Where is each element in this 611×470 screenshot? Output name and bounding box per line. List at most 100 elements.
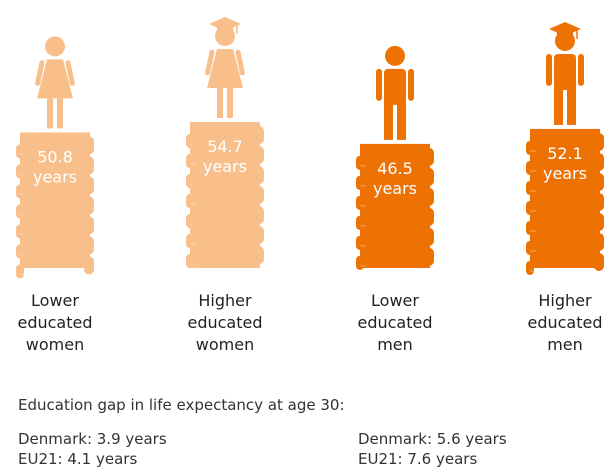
figure-leg	[397, 101, 406, 140]
value-label: 46.5	[377, 159, 413, 178]
coin-edge	[526, 240, 534, 255]
coin-edge	[356, 235, 364, 250]
figure-leg	[227, 88, 233, 118]
coin-edge	[356, 175, 364, 190]
coin-edge	[16, 244, 24, 259]
value-unit: years	[33, 167, 77, 186]
coin-edge	[424, 167, 434, 186]
coin-edge	[186, 214, 194, 228]
coin-edge	[526, 180, 534, 195]
coin-edge	[84, 136, 94, 155]
coin-edge	[254, 166, 264, 184]
coin-edge	[424, 147, 434, 166]
value-label: 54.7	[207, 137, 243, 156]
coin-edge	[16, 144, 24, 159]
coin-edge	[424, 247, 434, 266]
coin-edge	[84, 156, 94, 175]
value-label: 50.8	[37, 147, 73, 166]
footer-item: Denmark: 5.6 years	[358, 430, 507, 448]
coin-edge	[84, 196, 94, 215]
coin-edge	[84, 236, 94, 255]
bar	[530, 128, 600, 268]
footer-item: Denmark: 3.9 years	[18, 430, 167, 448]
bar	[190, 122, 260, 268]
footer-title: Education gap in life expectancy at age …	[18, 396, 345, 414]
grad-cap-base	[557, 30, 573, 37]
coin-edge	[254, 146, 264, 164]
coin-edge	[16, 224, 24, 239]
value-unit: years	[203, 157, 247, 176]
figure-leg	[57, 98, 63, 129]
value-label: 52.1	[547, 144, 583, 163]
coin-edge	[254, 126, 264, 144]
figure-arm	[546, 53, 552, 86]
coin-edge	[186, 134, 194, 148]
coin-edge	[254, 246, 264, 264]
coin-edge	[16, 164, 24, 179]
figure-head	[385, 45, 405, 66]
coin-edge	[594, 192, 604, 211]
coin-edge	[424, 207, 434, 226]
coin-edge	[254, 226, 264, 244]
coin-edge	[186, 194, 194, 208]
figure-dress	[37, 59, 73, 99]
figure-body	[554, 53, 576, 90]
coin-edge	[526, 220, 534, 235]
coin-edge	[424, 187, 434, 206]
figure-arm	[235, 49, 245, 76]
coin-edge	[526, 160, 534, 175]
figure-arm	[408, 68, 414, 101]
coin-edge	[526, 140, 534, 155]
coin-edge	[356, 215, 364, 230]
figure-leg	[384, 101, 393, 140]
figure-leg	[47, 98, 53, 129]
coin-edge	[84, 176, 94, 195]
coin-edge	[84, 256, 94, 275]
coin-edge	[254, 206, 264, 224]
coin-edge	[356, 195, 364, 210]
value-unit: years	[543, 164, 587, 183]
coin-edge	[16, 264, 24, 279]
coin-edge	[594, 252, 604, 271]
coin-edge	[186, 174, 194, 188]
figure-arm	[65, 60, 75, 86]
figure-dress	[207, 49, 243, 88]
figure-head	[45, 36, 65, 57]
coin-edge	[526, 260, 534, 275]
figure-leg	[217, 88, 223, 118]
coin-edge	[186, 234, 194, 248]
category-label: Lower educated women	[17, 291, 93, 354]
coin-edge	[356, 255, 364, 270]
coin-edge	[356, 155, 364, 170]
figure-arm	[205, 49, 215, 76]
coin-edge	[254, 186, 264, 204]
figure-arm	[376, 68, 382, 101]
coin-edge	[594, 212, 604, 231]
coin-edge	[594, 152, 604, 171]
coin-edge	[594, 132, 604, 151]
coin-edge	[526, 200, 534, 215]
coin-edge	[594, 172, 604, 191]
bar	[360, 143, 430, 268]
coin-edge	[424, 227, 434, 246]
figure-body	[384, 68, 406, 105]
grad-cap-base	[217, 26, 233, 32]
coin-edge	[84, 216, 94, 235]
footer-item: EU21: 7.6 years	[358, 450, 478, 468]
category-label: Lower educated men	[357, 291, 433, 354]
category-label: Higher educated women	[187, 291, 263, 354]
category-label: Higher educated men	[527, 291, 603, 354]
figure-leg	[567, 86, 576, 125]
coin-edge	[16, 184, 24, 199]
footer-item: EU21: 4.1 years	[18, 450, 138, 468]
coin-edge	[16, 204, 24, 219]
coin-edge	[186, 254, 194, 268]
figure-arm	[578, 53, 584, 86]
figure-leg	[554, 86, 563, 125]
coin-edge	[594, 232, 604, 251]
coin-edge	[186, 154, 194, 168]
bar	[20, 132, 90, 268]
figure-arm	[35, 60, 45, 86]
